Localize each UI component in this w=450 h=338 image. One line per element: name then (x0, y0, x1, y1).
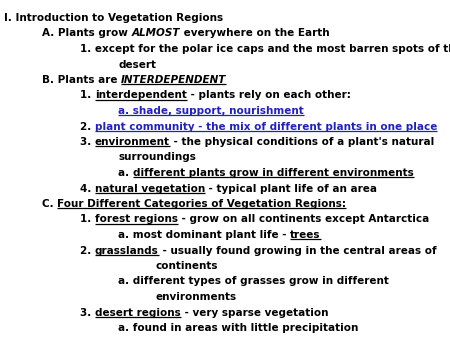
Text: 3.: 3. (80, 137, 95, 147)
Text: environment: environment (95, 137, 170, 147)
Text: a.: a. (118, 168, 133, 178)
Text: forest regions: forest regions (95, 215, 178, 224)
Text: plant community - the mix of different plants in one place: plant community - the mix of different p… (95, 121, 437, 131)
Text: a. most dominant plant life -: a. most dominant plant life - (118, 230, 290, 240)
Text: continents: continents (156, 261, 219, 271)
Text: everywhere on the Earth: everywhere on the Earth (180, 28, 329, 39)
Text: surroundings: surroundings (118, 152, 196, 163)
Text: 2.: 2. (80, 121, 95, 131)
Text: 1. except for the polar ice caps and the most barren spots of the: 1. except for the polar ice caps and the… (80, 44, 450, 54)
Text: 1.: 1. (80, 215, 95, 224)
Text: trees: trees (290, 230, 320, 240)
Text: natural vegetation: natural vegetation (95, 184, 205, 193)
Text: A. Plants grow: A. Plants grow (42, 28, 131, 39)
Text: I. Introduction to Vegetation Regions: I. Introduction to Vegetation Regions (4, 13, 223, 23)
Text: - very sparse vegetation: - very sparse vegetation (180, 308, 328, 317)
Text: 1.: 1. (80, 91, 95, 100)
Text: B. Plants are: B. Plants are (42, 75, 121, 85)
Text: - typical plant life of an area: - typical plant life of an area (205, 184, 377, 193)
Text: - the physical conditions of a plant's natural: - the physical conditions of a plant's n… (170, 137, 434, 147)
Text: C.: C. (42, 199, 57, 209)
Text: - usually found growing in the central areas of: - usually found growing in the central a… (158, 245, 436, 256)
Text: a. found in areas with little precipitation: a. found in areas with little precipitat… (118, 323, 358, 333)
Text: 4.: 4. (80, 184, 95, 193)
Text: a. shade, support, nourishment: a. shade, support, nourishment (118, 106, 304, 116)
Text: 3.: 3. (80, 308, 95, 317)
Text: - plants rely on each other:: - plants rely on each other: (187, 91, 351, 100)
Text: grasslands: grasslands (95, 245, 158, 256)
Text: - grow on all continents except Antarctica: - grow on all continents except Antarcti… (178, 215, 429, 224)
Text: different plants grow in different environments: different plants grow in different envir… (133, 168, 414, 178)
Text: desert regions: desert regions (95, 308, 180, 317)
Text: desert: desert (118, 59, 156, 70)
Text: ALMOST: ALMOST (131, 28, 180, 39)
Text: 2.: 2. (80, 245, 95, 256)
Text: a. different types of grasses grow in different: a. different types of grasses grow in di… (118, 276, 389, 287)
Text: environments: environments (156, 292, 237, 302)
Text: interdependent: interdependent (95, 91, 187, 100)
Text: INTERDEPENDENT: INTERDEPENDENT (121, 75, 226, 85)
Text: Four Different Categories of Vegetation Regions:: Four Different Categories of Vegetation … (57, 199, 346, 209)
